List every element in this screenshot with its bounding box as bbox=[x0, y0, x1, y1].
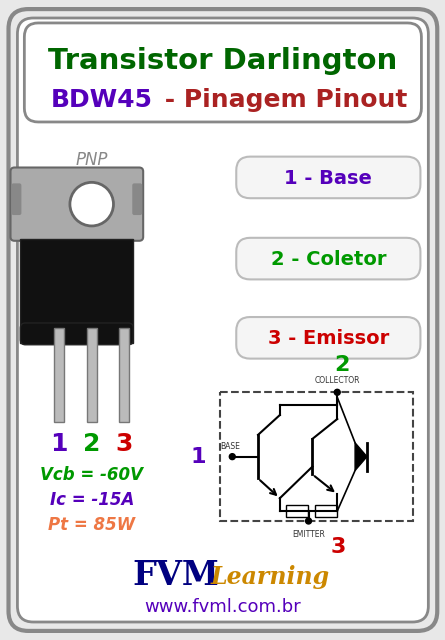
Circle shape bbox=[306, 518, 312, 524]
Text: Pt = 85W: Pt = 85W bbox=[48, 516, 135, 534]
FancyBboxPatch shape bbox=[236, 157, 421, 198]
Text: Learning: Learning bbox=[210, 566, 329, 589]
Bar bbox=[119, 328, 129, 422]
FancyBboxPatch shape bbox=[236, 317, 421, 358]
Text: 3 - Emissor: 3 - Emissor bbox=[268, 330, 389, 348]
Bar bbox=[286, 505, 307, 517]
Bar bbox=[20, 239, 133, 343]
Text: Ic = -15A: Ic = -15A bbox=[49, 492, 134, 509]
Text: Vcb = -60V: Vcb = -60V bbox=[40, 467, 143, 484]
Text: 3: 3 bbox=[116, 432, 133, 456]
FancyBboxPatch shape bbox=[12, 183, 21, 215]
Text: Transistor Darlington: Transistor Darlington bbox=[48, 47, 397, 75]
FancyBboxPatch shape bbox=[132, 183, 142, 215]
Text: BDW45: BDW45 bbox=[51, 88, 153, 112]
Circle shape bbox=[70, 182, 113, 226]
FancyBboxPatch shape bbox=[11, 168, 143, 241]
FancyBboxPatch shape bbox=[17, 18, 429, 622]
FancyBboxPatch shape bbox=[24, 23, 421, 122]
Text: www.fvml.com.br: www.fvml.com.br bbox=[144, 598, 301, 616]
Bar bbox=[87, 328, 97, 422]
Text: 2: 2 bbox=[83, 432, 101, 456]
Bar bbox=[220, 392, 413, 521]
Text: EMITTER: EMITTER bbox=[292, 531, 325, 540]
Circle shape bbox=[334, 389, 340, 396]
Text: 1: 1 bbox=[50, 432, 68, 456]
FancyBboxPatch shape bbox=[236, 238, 421, 280]
Bar bbox=[54, 328, 64, 422]
Bar bbox=[316, 505, 337, 517]
Text: 3: 3 bbox=[331, 537, 346, 557]
Text: 1 - Base: 1 - Base bbox=[284, 169, 372, 188]
Text: 2 - Coletor: 2 - Coletor bbox=[271, 250, 386, 269]
Circle shape bbox=[229, 454, 235, 460]
Text: COLLECTOR: COLLECTOR bbox=[315, 376, 360, 385]
Polygon shape bbox=[355, 443, 367, 470]
Text: FVM: FVM bbox=[133, 559, 219, 592]
FancyBboxPatch shape bbox=[20, 323, 133, 345]
Text: 2: 2 bbox=[335, 355, 350, 374]
Text: - Pinagem Pinout: - Pinagem Pinout bbox=[156, 88, 408, 112]
Text: BASE: BASE bbox=[220, 442, 240, 451]
FancyBboxPatch shape bbox=[8, 9, 437, 631]
Text: PNP: PNP bbox=[76, 150, 108, 168]
Text: 1: 1 bbox=[191, 447, 206, 467]
